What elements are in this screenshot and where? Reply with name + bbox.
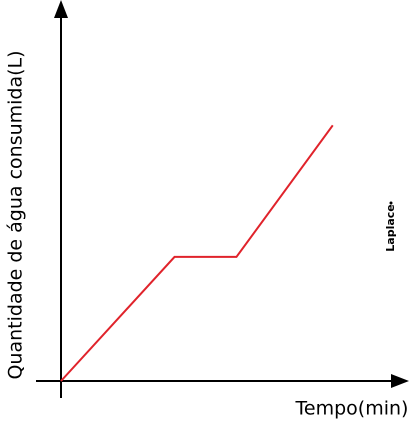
watermark: Laplace: [384, 204, 397, 251]
y-axis-label: Quantidade de água consumida(L): [5, 50, 27, 379]
line-series: [60, 124, 334, 382]
x-axis-label: Tempo(min): [295, 398, 409, 420]
watermark-dot: [389, 201, 393, 205]
y-axis-arrow: [54, 0, 68, 18]
x-axis-arrow: [391, 374, 409, 388]
